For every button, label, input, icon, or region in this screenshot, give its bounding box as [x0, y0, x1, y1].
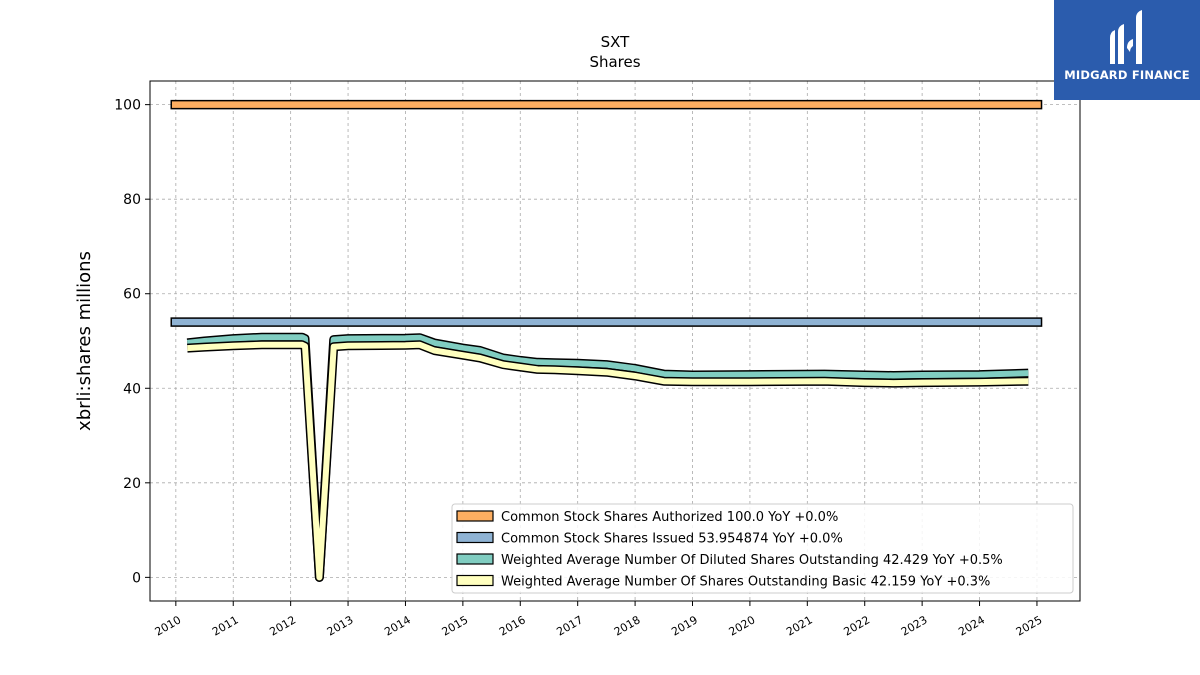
x-tick-label: 2019	[669, 613, 700, 638]
x-tick-label: 2015	[440, 613, 471, 638]
x-axis: 2010 2011 2012 2013 2014 2015 2016 2017 2018 2019…	[153, 601, 1045, 639]
y-tick-label: 0	[132, 570, 141, 586]
y-tick-label: 60	[123, 287, 141, 303]
x-tick-label: 2021	[784, 613, 815, 638]
legend-label: Common Stock Shares Issued 53.954874 YoY…	[501, 532, 843, 547]
plot-frame	[149, 80, 1081, 602]
y-tick-label: 80	[123, 192, 141, 208]
y-tick-label: 20	[123, 476, 141, 492]
legend-swatch	[456, 531, 494, 544]
series-2-bar	[170, 317, 1043, 327]
x-tick-label: 2018	[612, 613, 643, 638]
x-tick-label: 2025	[1014, 613, 1045, 638]
y-tick-label: 40	[123, 381, 141, 397]
x-tick-label: 2017	[554, 613, 585, 638]
brand-mark-icon	[1110, 10, 1142, 64]
legend-swatch	[456, 574, 494, 587]
legend-frame	[451, 503, 1074, 594]
x-tick-label: 2010	[153, 613, 184, 638]
x-tick-label: 2012	[267, 613, 298, 638]
y-axis-label: xbrli:shares millions	[74, 251, 95, 431]
x-tick-label: 2024	[956, 613, 987, 638]
legend-swatch	[456, 510, 494, 522]
legend: Common Stock Shares Authorized 100.0 YoY…	[451, 503, 1074, 594]
series-layer	[170, 99, 1043, 582]
y-tick-label: 100	[114, 98, 141, 114]
legend-label: Weighted Average Number Of Diluted Share…	[501, 553, 1003, 568]
series-4-line	[187, 341, 1029, 581]
chart-title: SXT	[601, 33, 631, 51]
brand-name: MIDGARD FINANCE	[1064, 68, 1190, 82]
legend-swatch	[456, 553, 494, 565]
series-3-line	[186, 334, 1029, 581]
chart-subtitle: Shares	[589, 53, 640, 71]
x-tick-label: 2022	[841, 613, 872, 638]
x-tick-label: 2016	[497, 613, 528, 638]
legend-label: Weighted Average Number Of Shares Outsta…	[501, 575, 990, 590]
y-axis: 0 20 40 60 80 100	[114, 98, 150, 586]
x-tick-label: 2014	[382, 613, 413, 638]
x-tick-label: 2013	[325, 613, 356, 638]
legend-label: Common Stock Shares Authorized 100.0 YoY…	[501, 510, 838, 525]
x-tick-label: 2020	[727, 613, 758, 638]
x-tick-label: 2011	[210, 613, 241, 638]
series-1-bar	[170, 99, 1043, 110]
x-tick-label: 2023	[899, 613, 930, 638]
brand-logo: MIDGARD FINANCE	[1054, 0, 1200, 100]
